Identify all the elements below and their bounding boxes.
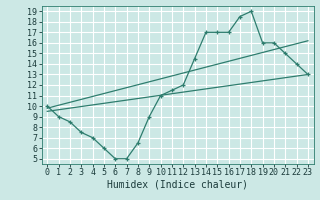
X-axis label: Humidex (Indice chaleur): Humidex (Indice chaleur): [107, 180, 248, 190]
